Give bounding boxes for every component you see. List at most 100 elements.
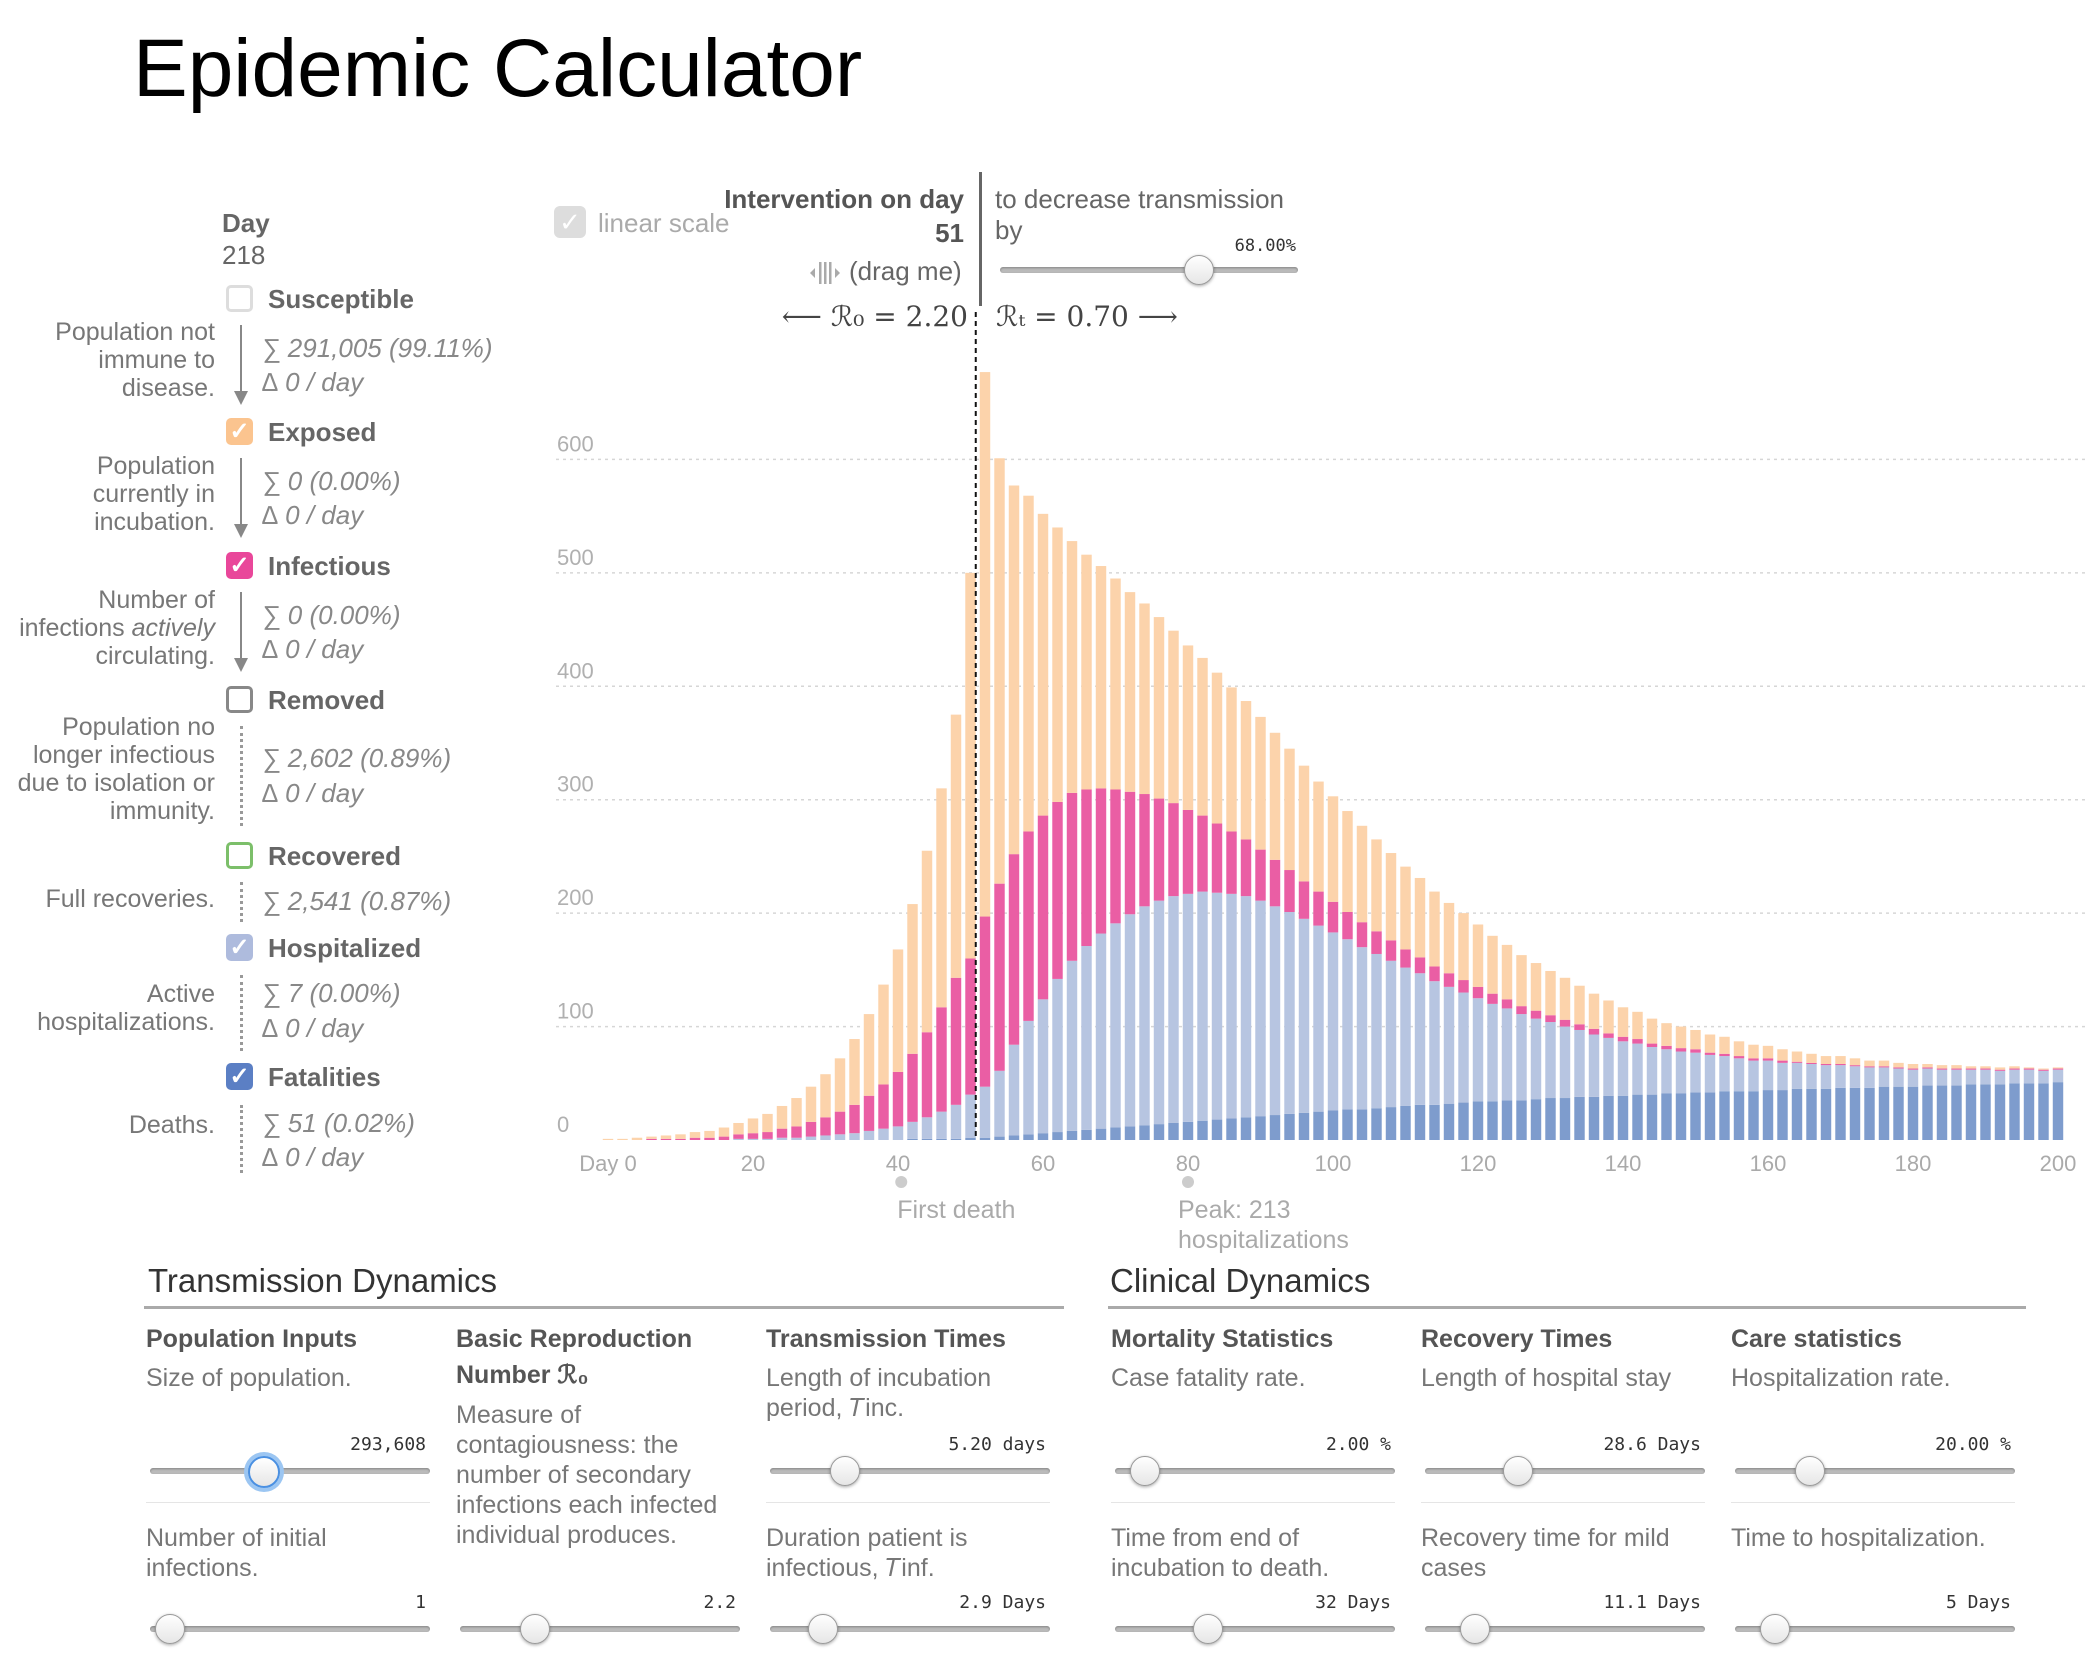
decrease-transmission-slider[interactable] [1000,255,1298,285]
initial-infections-desc: Number of initial infections. [146,1524,327,1582]
hospitalized-bar [1646,1046,1658,1095]
susceptible-label: Susceptible [268,284,414,314]
slider-knob[interactable] [1795,1456,1826,1486]
fatalities-sum: ∑ 51 (0.02%) [262,1108,415,1138]
time-to-hospitalization-slider[interactable] [1735,1614,2015,1644]
infectious-bar [1704,1052,1716,1055]
infectious-bar [1980,1068,1991,1070]
down-arrow-icon [234,524,248,538]
infectious-checkbox[interactable]: ✓ [226,552,253,579]
infectious-bar [1922,1067,1933,1069]
slider-track [1735,1626,2015,1632]
slider-knob[interactable] [807,1614,838,1644]
y-tick-label: 200 [557,885,594,910]
infectious-bar [1269,859,1281,907]
infectious-bar [791,1126,802,1138]
susceptible-delta: ∆ 0 / day [262,367,364,397]
infectious-duration-slider[interactable] [770,1614,1050,1644]
drag-handle-icon[interactable] [808,258,842,288]
exposed-bar [733,1122,744,1135]
mild-recovery-slider[interactable] [1425,1614,1705,1644]
infectious-bar [1081,789,1092,947]
hospitalized-bar [1023,1020,1034,1135]
exposed-bar [1516,955,1527,1007]
fatalities-bar [1603,1095,1614,1140]
infectious-bar [1153,798,1165,901]
fatalities-bar [1733,1091,1745,1140]
slider-knob[interactable] [155,1614,186,1644]
exposed-bar [762,1113,773,1133]
slider-knob[interactable] [1183,255,1214,285]
infectious-bar [718,1136,730,1140]
transmission-times-heading: Transmission Times [766,1325,1006,1353]
first-death-marker [895,1176,908,1188]
intervention-header-divider [979,172,982,306]
fatalities-bar [1110,1127,1121,1140]
infectious-bar [1443,973,1455,987]
incubation-slider[interactable] [770,1456,1050,1486]
recovered-checkbox[interactable] [226,842,253,869]
infectious-bar [689,1137,701,1140]
hospitalized-bar [1559,1026,1571,1099]
infectious-bar [1429,966,1440,982]
infectious-bar [834,1111,846,1135]
susceptible-checkbox[interactable] [226,285,253,312]
slider-knob[interactable] [1130,1456,1161,1486]
removed-delta: ∆ 0 / day [262,778,364,808]
slider-track [1115,1626,1395,1632]
exposed-bar [849,1039,860,1105]
removed-checkbox[interactable] [226,686,253,713]
slider-knob[interactable] [248,1456,281,1488]
infectious-bar [1385,940,1397,961]
hospital-stay-desc: Length of hospital stay [1421,1364,1672,1392]
exposed-bar [1704,1034,1716,1053]
infectious-bar [1530,1010,1542,1019]
exposed-bar [965,572,976,959]
exposed-checkbox[interactable]: ✓ [226,418,253,445]
slider-knob[interactable] [1503,1456,1534,1486]
time-to-death-slider[interactable] [1115,1614,1395,1644]
population-size-slider[interactable] [150,1456,430,1488]
exposed-bar [1574,985,1585,1025]
infectious-bar [1008,854,1020,1045]
recovered-sum: ∑ 2,541 (0.87%) [262,886,452,916]
fatalities-checkbox[interactable]: ✓ [226,1063,253,1090]
exposed-bar [979,372,991,917]
hospitalized-checkbox[interactable]: ✓ [226,934,253,961]
slider-track [150,1468,430,1474]
infectious-bar [1052,801,1063,979]
page-title: Epidemic Calculator [133,23,863,114]
hospitalized-bar [1791,1062,1803,1089]
infectious-bar [1661,1045,1672,1050]
exposed-bar [646,1136,657,1139]
hospital-stay-slider[interactable] [1425,1456,1705,1486]
hospitalized-bar [1400,967,1411,1106]
fatalities-bar [2052,1082,2064,1140]
case-fatality-slider[interactable] [1115,1456,1395,1486]
hospitalized-bar [1269,906,1281,1116]
hospitalization-rate-slider[interactable] [1735,1456,2015,1486]
initial-infections-slider[interactable] [150,1614,430,1644]
r0-slider[interactable] [460,1614,740,1644]
exposed-bar [1530,963,1542,1011]
exposed-bar [1835,1056,1846,1064]
slider-knob[interactable] [1760,1614,1791,1644]
exposed-bar [1400,866,1411,950]
exposed-bar [1733,1041,1745,1057]
infectious-bar [1646,1043,1658,1047]
slider-knob[interactable] [830,1456,861,1486]
slider-knob[interactable] [520,1614,551,1644]
hospitalized-bar [907,1121,918,1139]
infectious-bar [1733,1056,1745,1059]
hospitalized-bar [1530,1018,1542,1100]
hospitalized-bar [1008,1044,1020,1136]
exposed-bar [1559,977,1571,1020]
divider [1421,1502,1705,1503]
exposed-connector [240,458,242,525]
fatalities-bar [921,1138,933,1140]
slider-knob[interactable] [1460,1614,1491,1644]
clinical-dynamics-title: Clinical Dynamics [1110,1262,1371,1299]
fatalities-bar [907,1138,918,1140]
slider-knob[interactable] [1193,1614,1224,1644]
linear-scale-checkbox[interactable]: ✓ [554,206,586,238]
